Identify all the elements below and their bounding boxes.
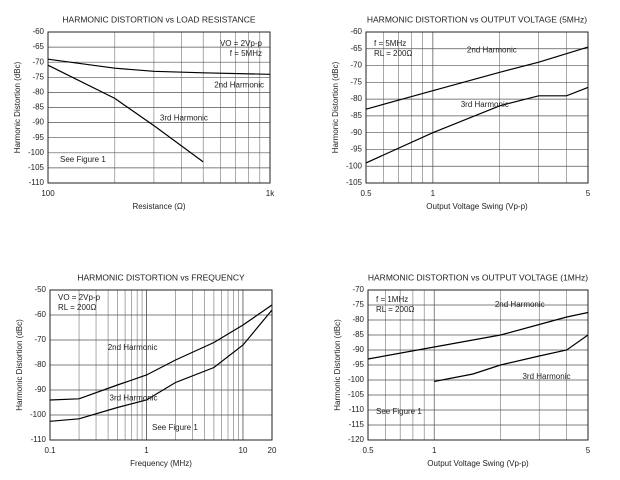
- annotation: f = 5MHz: [374, 39, 406, 48]
- y-tick-label: -110: [349, 405, 365, 414]
- x-tick-label: 0.5: [360, 189, 372, 198]
- y-tick-label: -75: [352, 300, 364, 309]
- x-tick-label: 5: [586, 446, 591, 455]
- x-tick-label: 0.1: [44, 446, 56, 455]
- y-tick-label: -95: [350, 145, 362, 154]
- x-tick-label: 20: [268, 446, 277, 455]
- y-tick-label: -100: [28, 148, 45, 157]
- y-tick-label: -70: [350, 61, 362, 70]
- y-tick-label: -75: [350, 77, 362, 86]
- y-tick-label: -95: [352, 360, 364, 369]
- y-tick-label: -85: [350, 111, 362, 120]
- y-tick-label: -75: [32, 72, 44, 81]
- x-axis-label: Resistance (Ω): [132, 202, 185, 211]
- series-line: [47, 64, 204, 163]
- y-tick-label: -115: [349, 420, 365, 429]
- y-tick-label: -90: [352, 345, 364, 354]
- y-tick-label: -80: [32, 88, 44, 97]
- series-line: [47, 58, 271, 75]
- y-tick-label: -85: [352, 330, 364, 339]
- y-tick-label: -100: [30, 410, 47, 419]
- plot-frame: [365, 31, 589, 184]
- plot-frame: [47, 31, 271, 184]
- y-tick-label: -90: [350, 128, 362, 137]
- x-tick-label: 100: [41, 189, 55, 198]
- x-tick-label: 1: [144, 446, 149, 455]
- chart-title: HARMONIC DISTORTION vs OUTPUT VOLTAGE (5…: [367, 14, 587, 24]
- series-line: [434, 334, 589, 383]
- series-line: [365, 86, 589, 164]
- y-tick-label: -90: [32, 118, 44, 127]
- y-tick-label: -70: [34, 335, 46, 344]
- annotation: VO = 2Vp-p: [58, 293, 101, 302]
- plot-frame: [49, 289, 273, 441]
- series-line: [49, 309, 273, 422]
- y-axis-label: Harmonic Distortion (dBc): [331, 61, 340, 153]
- note: See Figure 1: [60, 155, 106, 164]
- x-tick-label: 1: [432, 446, 437, 455]
- chart-title: HARMONIC DISTORTION vs LOAD RESISTANCE: [62, 14, 255, 24]
- y-tick-label: -85: [32, 103, 44, 112]
- chart-title: HARMONIC DISTORTION vs OUTPUT VOLTAGE (1…: [368, 272, 588, 282]
- y-tick-label: -110: [29, 178, 45, 187]
- y-axis-label: Harmonic Distortion (dBc): [333, 319, 342, 411]
- annotation: f = 5MHz: [230, 49, 262, 58]
- y-tick-label: -50: [34, 285, 46, 294]
- y-tick-label: -65: [32, 42, 44, 51]
- y-tick-label: -110: [31, 435, 47, 444]
- x-tick-label: 0.5: [362, 446, 374, 455]
- annotation: RL = 200Ω: [374, 49, 412, 58]
- series-label: 2nd Harmonic: [214, 80, 264, 89]
- y-tick-label: -60: [32, 27, 44, 36]
- y-tick-label: -70: [352, 285, 364, 294]
- series-line: [365, 46, 589, 110]
- annotation: VO = 2Vp-p: [220, 39, 263, 48]
- x-tick-label: 10: [239, 446, 248, 455]
- y-tick-label: -120: [348, 435, 365, 444]
- y-tick-label: -80: [352, 315, 364, 324]
- series-label: 3rd Harmonic: [110, 394, 158, 403]
- annotation: f = 1MHz: [376, 295, 408, 304]
- series-label: 3rd Harmonic: [522, 372, 570, 381]
- series-label: 3rd Harmonic: [461, 100, 509, 109]
- y-tick-label: -80: [350, 94, 362, 103]
- x-tick-label: 5: [586, 189, 591, 198]
- annotation: RL = 200Ω: [376, 305, 414, 314]
- y-tick-label: -90: [34, 385, 46, 394]
- x-tick-label: 1k: [266, 189, 275, 198]
- y-tick-label: -100: [346, 161, 363, 170]
- annotation: RL = 200Ω: [58, 303, 96, 312]
- y-tick-label: -100: [348, 375, 365, 384]
- y-tick-label: -105: [346, 178, 363, 187]
- x-axis-label: Frequency (MHz): [130, 459, 192, 468]
- y-tick-label: -105: [28, 163, 45, 172]
- x-axis-label: Output Voltage Swing (Vp-p): [426, 202, 528, 211]
- y-tick-label: -60: [34, 310, 46, 319]
- series-line: [49, 304, 273, 401]
- y-tick-label: -65: [350, 44, 362, 53]
- series-label: 2nd Harmonic: [495, 300, 545, 309]
- y-tick-label: -105: [348, 390, 365, 399]
- x-tick-label: 1: [431, 189, 436, 198]
- y-tick-label: -95: [32, 133, 44, 142]
- series-label: 2nd Harmonic: [467, 45, 517, 54]
- series-label: 2nd Harmonic: [108, 343, 158, 352]
- series-label: 3rd Harmonic: [160, 114, 208, 123]
- series-line: [367, 311, 589, 360]
- x-axis-label: Output Voltage Swing (Vp-p): [427, 459, 529, 468]
- y-tick-label: -80: [34, 360, 46, 369]
- note: See Figure 1: [152, 423, 198, 432]
- note: See Figure 1: [376, 407, 422, 416]
- chart-title: HARMONIC DISTORTION vs FREQUENCY: [77, 272, 245, 282]
- y-tick-label: -60: [350, 27, 362, 36]
- plot-frame: [367, 289, 589, 441]
- y-axis-label: Harmonic Distortion (dBc): [13, 61, 22, 153]
- y-tick-label: -70: [32, 57, 44, 66]
- y-axis-label: Harmonic Distortion (dBc): [15, 319, 24, 411]
